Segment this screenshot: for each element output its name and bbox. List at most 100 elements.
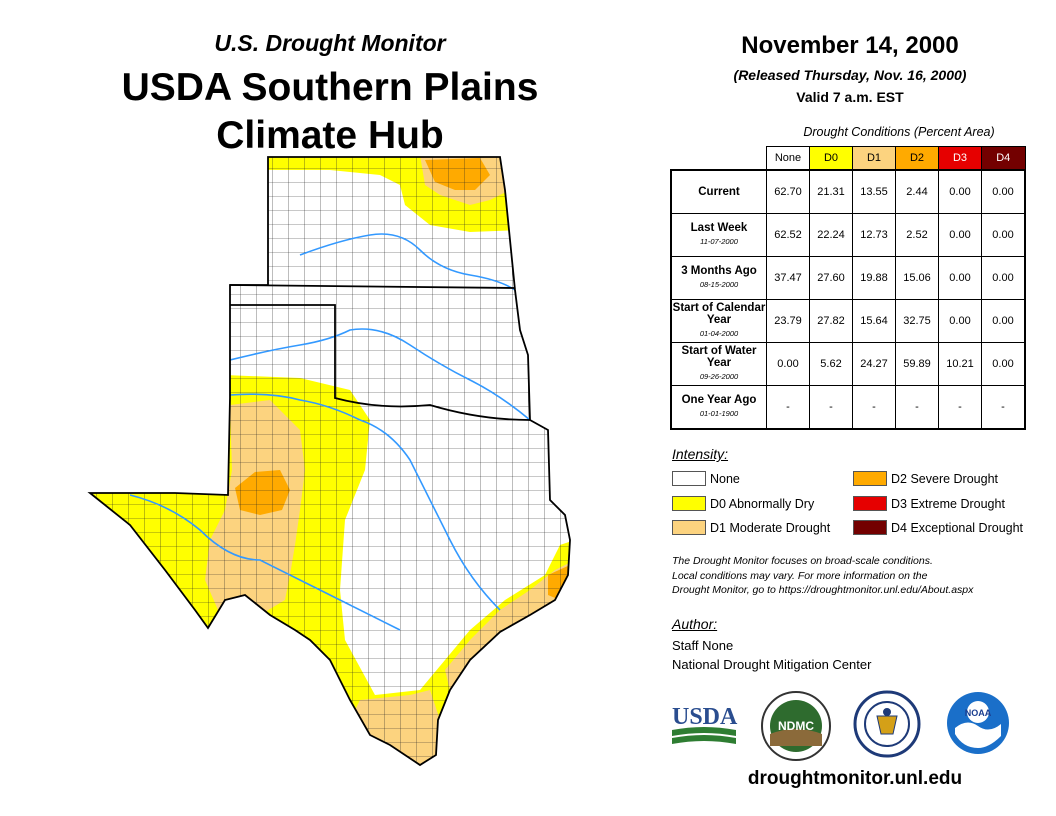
column-header-d2: D2: [895, 146, 939, 171]
row-label-text: 3 Months Ago: [681, 265, 757, 277]
note-line: The Drought Monitor focuses on broad-sca…: [672, 555, 933, 567]
table-cell: 37.47: [766, 256, 810, 300]
row-label: 3 Months Ago 08-15-2000: [670, 256, 767, 300]
author-name: Staff None: [672, 638, 734, 653]
row-label: Last Week 11-07-2000: [670, 213, 767, 257]
table-cell: 19.88: [852, 256, 896, 300]
state-boundary-ok-tx: [230, 304, 531, 421]
row-label-text: Current: [698, 186, 740, 198]
table-cell: 24.27: [852, 342, 896, 386]
note-line: Drought Monitor, go to https://droughtmo…: [672, 584, 974, 596]
state-boundary-ks-ok: [229, 284, 516, 289]
river: [229, 328, 531, 421]
table-row-start-of-water-year: Start of Water Year 09-26-2000 0.00 5.62 …: [670, 342, 1026, 386]
release-date: (Released Thursday, Nov. 16, 2000): [733, 67, 967, 83]
row-date: 01-04-2000: [699, 329, 739, 338]
table-cell: 12.73: [852, 213, 896, 257]
legend-label: D3 Extreme Drought: [891, 496, 1005, 511]
table-cell: 0.00: [938, 256, 982, 300]
state-boundary: [87, 156, 571, 767]
row-date: 01-01-1900: [699, 409, 739, 418]
table-row-start-of-calendar-year: Start of Calendar Year 01-04-2000 23.79 2…: [670, 299, 1026, 343]
usda-logo-text: USDA: [672, 704, 738, 730]
column-header-d0: D0: [809, 146, 853, 171]
table-cell: 0.00: [981, 213, 1026, 257]
table-cell: 0.00: [981, 169, 1026, 214]
table-cell: 23.79: [766, 299, 810, 343]
column-header-d4: D4: [981, 146, 1026, 171]
river: [129, 494, 401, 631]
note-line: Local conditions may vary. For more info…: [672, 569, 928, 582]
table-cell: -: [766, 385, 810, 430]
table-row-current: Current 62.70 21.31 13.55 2.44 0.00 0.00: [670, 169, 1026, 214]
table-cell: 0.00: [938, 213, 982, 257]
legend-label: D4 Exceptional Drought: [891, 520, 1024, 535]
table-cell: 0.00: [938, 169, 982, 214]
column-header-none: None: [766, 146, 810, 171]
legend-label: None: [710, 471, 740, 486]
row-label: Start of Water Year 09-26-2000: [670, 342, 767, 386]
river: [229, 393, 501, 611]
row-label-text: Start of Water Year: [681, 345, 757, 369]
ndmc-logo: NDMC: [761, 691, 831, 761]
row-date: 11-07-2000: [700, 237, 738, 246]
drought-conditions-table: None D0 D1 D2 D3 D4 Current 62.70 21.31 …: [670, 146, 1026, 430]
legend-title: Intensity:: [672, 446, 729, 462]
legend-swatch: [853, 520, 887, 535]
table-cell: -: [938, 385, 982, 430]
legend-label: D1 Moderate Drought: [710, 520, 831, 535]
legend-item-d0: D0 Abnormally Dry: [672, 496, 814, 511]
valid-time: Valid 7 a.m. EST: [796, 89, 904, 105]
disclaimer-note: The Drought Monitor focuses on broad-sca…: [672, 554, 1042, 598]
author-title: Author:: [672, 616, 718, 632]
legend-swatch: [672, 520, 706, 535]
column-header-label: D3: [952, 152, 968, 164]
legend-swatch: [853, 471, 887, 486]
author-org: National Drought Mitigation Center: [672, 657, 872, 672]
table-cell: 32.75: [895, 299, 939, 343]
table-cell: 59.89: [895, 342, 939, 386]
table-cell: 27.60: [809, 256, 853, 300]
legend-swatch: [672, 471, 706, 486]
legend-item-none: None: [672, 471, 740, 486]
table-header-row: None D0 D1 D2 D3 D4: [671, 146, 1026, 171]
legend-item-d3: D3 Extreme Drought: [853, 496, 1005, 511]
column-header-d3: D3: [938, 146, 982, 171]
table-cell: 22.24: [809, 213, 853, 257]
table-cell: -: [895, 385, 939, 430]
column-header-label: D2: [909, 152, 925, 164]
row-label-text: Last Week: [690, 222, 748, 234]
column-header-d1: D1: [852, 146, 896, 171]
legend-swatch: [672, 496, 706, 511]
table-cell: -: [981, 385, 1026, 430]
ndmc-logo-text: NDMC: [778, 719, 814, 733]
doc-seal-logo: [853, 690, 921, 758]
map-subtitle: U.S. Drought Monitor: [214, 30, 446, 56]
legend-item-d1: D1 Moderate Drought: [672, 520, 830, 535]
table-cell: 0.00: [938, 299, 982, 343]
table-cell: 62.52: [766, 213, 810, 257]
table-cell: 0.00: [981, 256, 1026, 300]
table-cell: 5.62: [809, 342, 853, 386]
legend-label: D0 Abnormally Dry: [710, 496, 815, 511]
legend-item-d2: D2 Severe Drought: [853, 471, 998, 486]
usda-logo: USDA: [672, 704, 738, 744]
drought-map: [87, 156, 571, 767]
river: [299, 233, 516, 291]
table-cell: 15.06: [895, 256, 939, 300]
table-row-3-months-ago: 3 Months Ago 08-15-2000 37.47 27.60 19.88…: [670, 256, 1026, 300]
table-cell: 0.00: [981, 342, 1026, 386]
table-cell: 2.44: [895, 169, 939, 214]
table-corner: [671, 147, 767, 171]
table-cell: 13.55: [852, 169, 896, 214]
map-title-line-1: USDA Southern Plains: [121, 66, 539, 109]
table-cell: 27.82: [809, 299, 853, 343]
table-cell: 0.00: [766, 342, 810, 386]
row-label: One Year Ago 01-01-1900: [670, 385, 767, 430]
table-cell: 2.52: [895, 213, 939, 257]
table-cell: -: [809, 385, 853, 430]
legend-swatch: [853, 496, 887, 511]
row-label: Current: [670, 169, 767, 214]
website-link[interactable]: droughtmonitor.unl.edu: [747, 768, 963, 789]
row-label-text: Start of Calendar Year: [672, 302, 766, 326]
